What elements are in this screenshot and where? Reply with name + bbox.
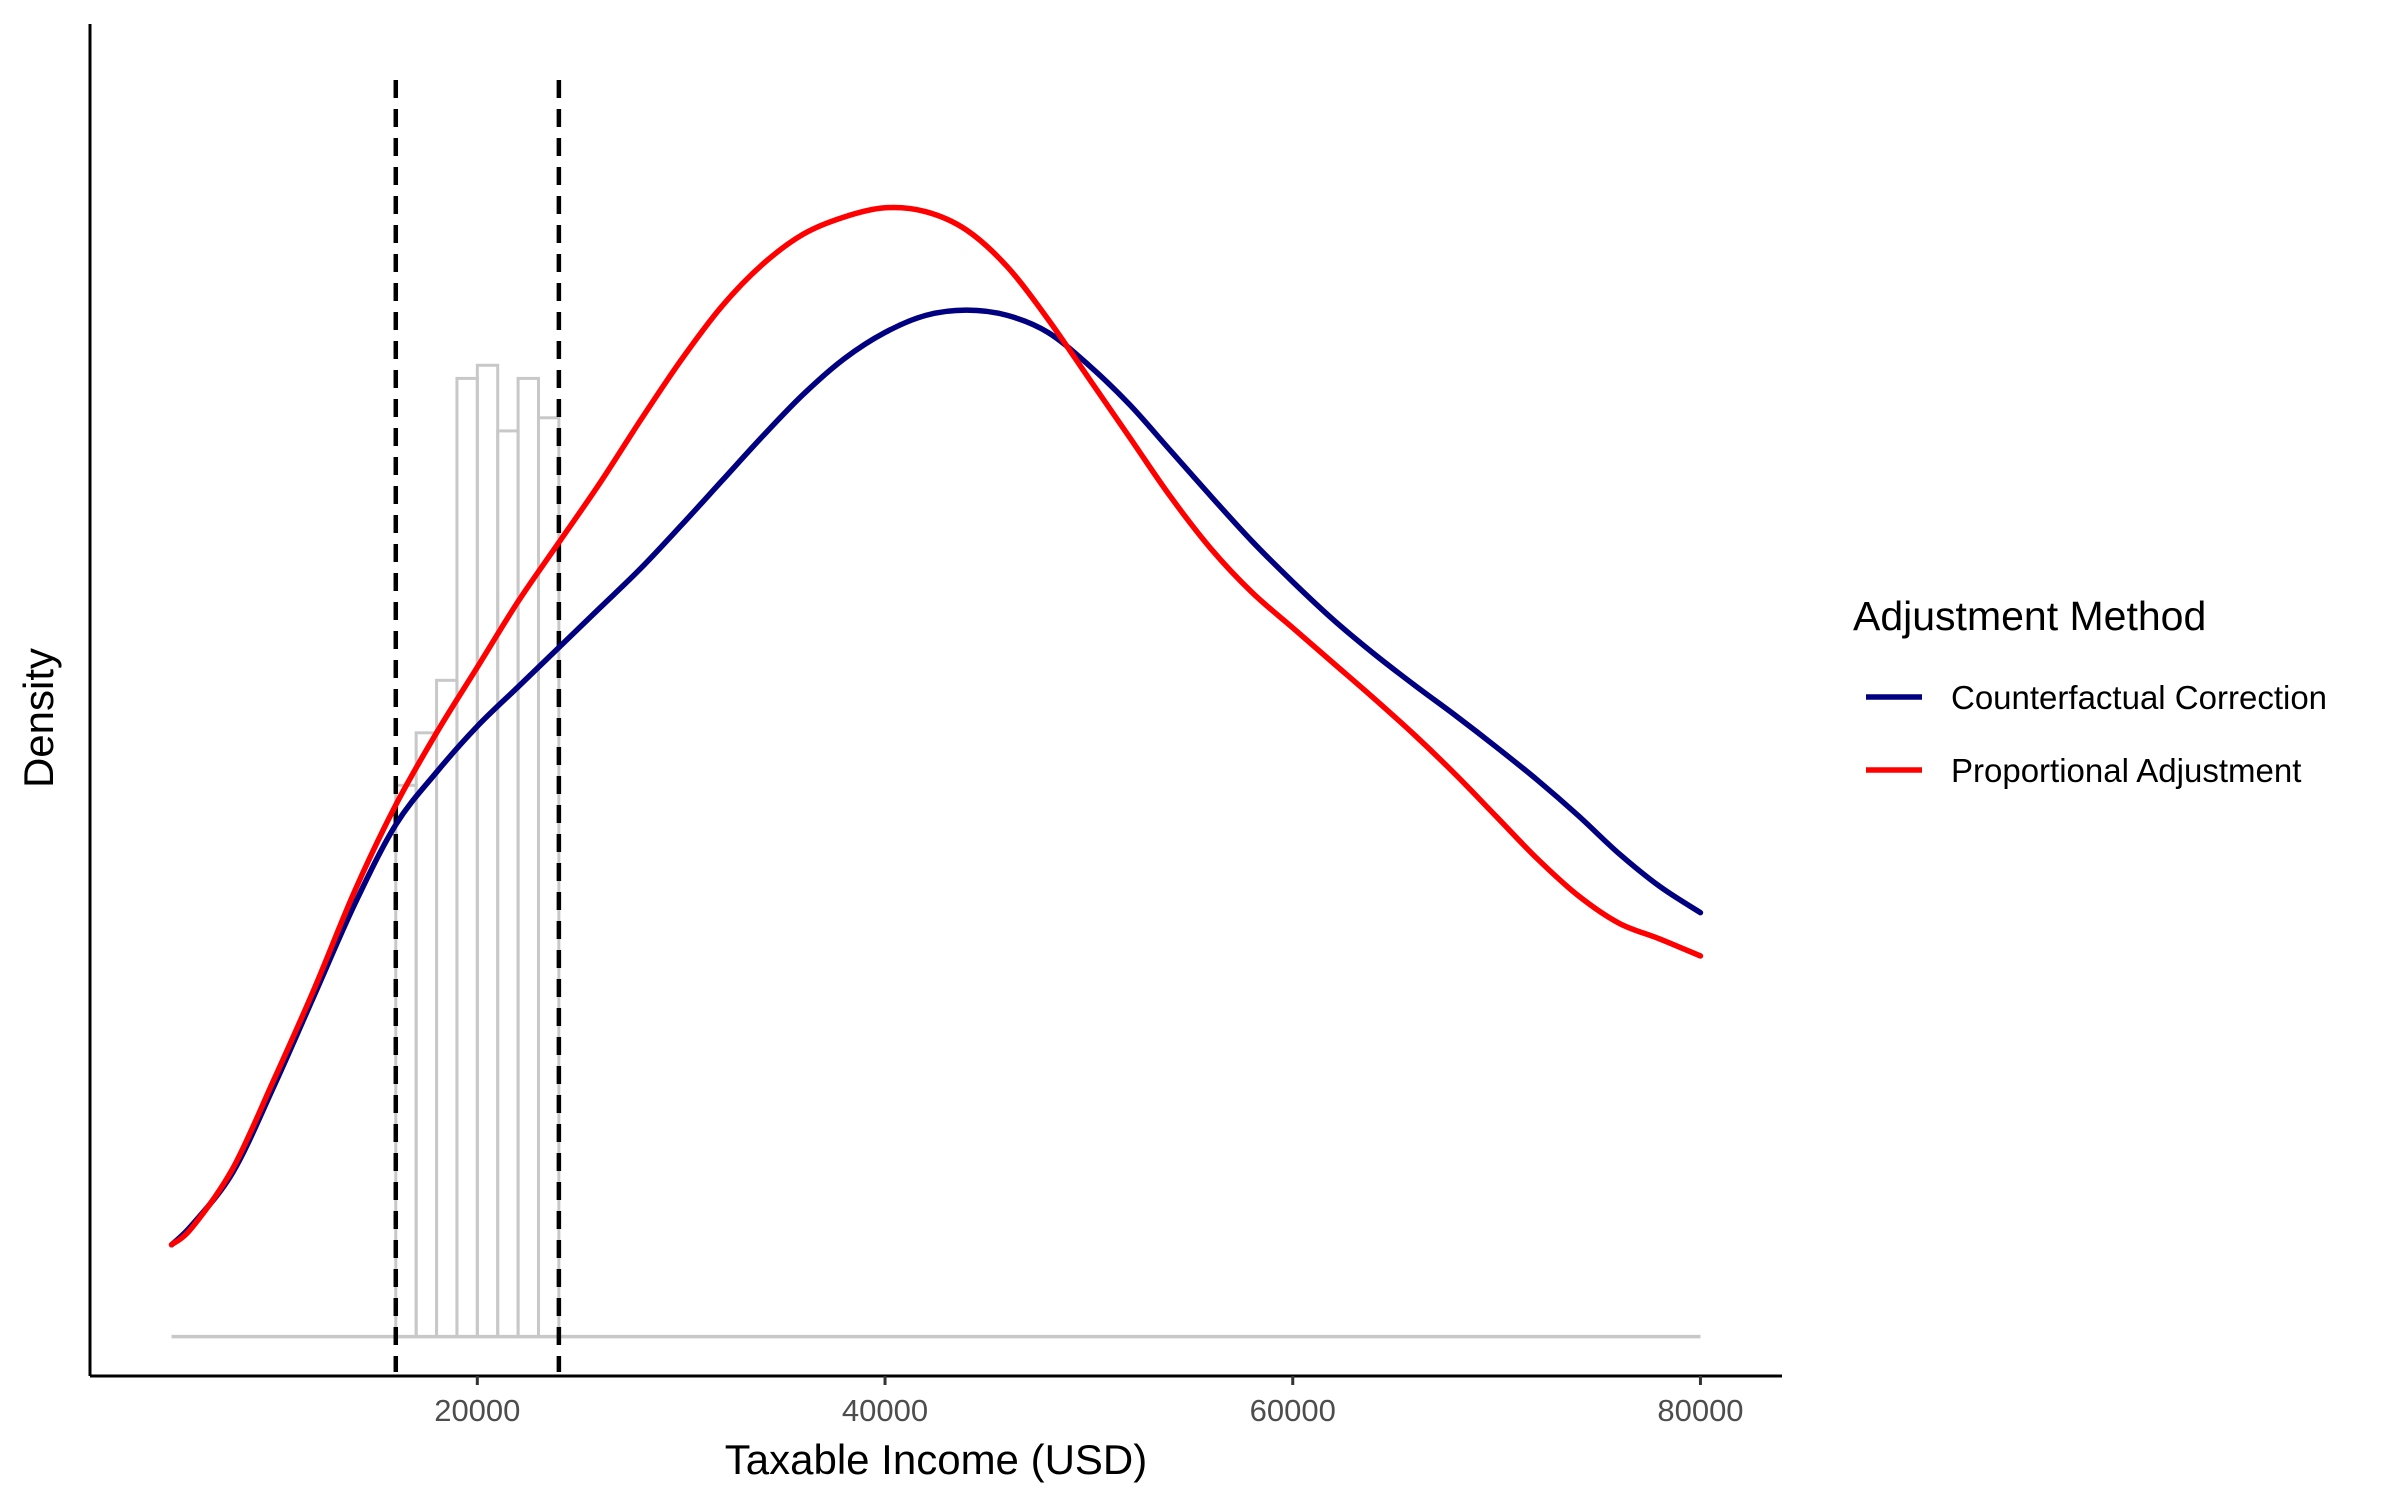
- legend-title: Adjustment Method: [1853, 593, 2206, 639]
- density-lines: [168, 204, 1704, 1248]
- y-axis-title: Density: [15, 648, 62, 788]
- x-axis-ticks: 20000 40000 60000 80000: [434, 1376, 1744, 1428]
- histogram-bar: [496, 429, 520, 1339]
- histogram-bar: [516, 376, 540, 1339]
- legend-items: Counterfactual Correction Proportional Ad…: [1866, 679, 2327, 789]
- reference-lines: [393, 80, 562, 1372]
- x-axis-title: Taxable Income (USD): [725, 1436, 1147, 1483]
- series-line-counterfactual-correction: [168, 307, 1704, 1248]
- plot-area: [168, 80, 1704, 1372]
- axes: 20000 40000 60000 80000: [88, 24, 1782, 1428]
- x-tick-label: 40000: [842, 1393, 928, 1428]
- histogram-bar: [475, 363, 500, 1339]
- x-tick-label: 80000: [1657, 1393, 1743, 1428]
- histogram: [171, 363, 1701, 1339]
- x-tick-label: 60000: [1250, 1393, 1336, 1428]
- legend-label: Counterfactual Correction: [1951, 679, 2327, 716]
- legend-label: Proportional Adjustment: [1951, 752, 2301, 789]
- x-tick-label: 20000: [434, 1393, 520, 1428]
- histogram-bar: [394, 783, 418, 1339]
- histogram-bar: [414, 731, 439, 1339]
- histogram-bar: [435, 678, 459, 1339]
- legend: Adjustment Method Counterfactual Correct…: [1853, 593, 2327, 789]
- histogram-bar: [455, 376, 479, 1339]
- series-line-proportional-adjustment: [168, 204, 1704, 1248]
